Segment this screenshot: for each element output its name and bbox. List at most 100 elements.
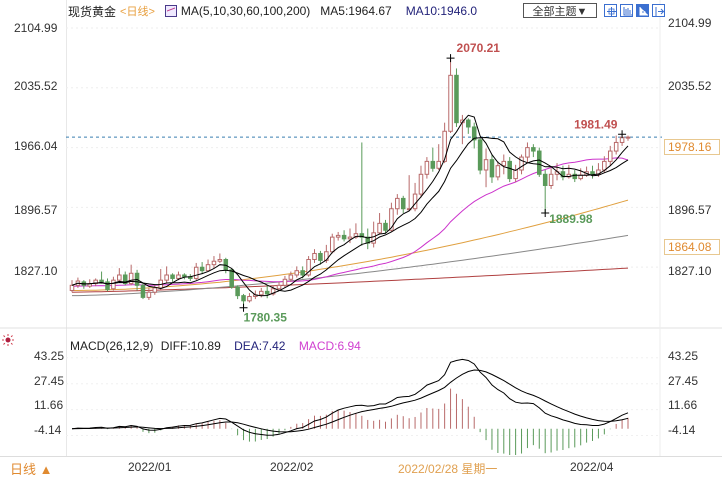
candle-down [537, 150, 542, 175]
low-annotation: 1780.35 [244, 311, 288, 325]
candle-down [383, 222, 388, 231]
high-annotation: 2070.21 [457, 41, 501, 55]
candle-up [513, 169, 518, 180]
candle-up [501, 160, 507, 167]
ma-label: MA(5,10,30,60,100,200) [180, 4, 311, 18]
ma100-tag: 1864.08 [664, 239, 720, 255]
candle-down [507, 160, 512, 180]
zoom-out-icon[interactable] [636, 4, 649, 17]
candle-down [122, 274, 128, 285]
x-tick: 2022/04 [570, 460, 614, 474]
macd-label: MACD(26,12,9) [70, 339, 154, 353]
macd-tick-left: 43.25 [34, 349, 65, 363]
candle-up [335, 234, 341, 238]
candle-up [448, 74, 453, 132]
candle-up [294, 270, 300, 276]
current-price-tag: 1978.16 [664, 139, 720, 155]
macd-tick-right: -4.14 [668, 423, 696, 437]
candle-down [235, 286, 240, 297]
y-tick-left: 2104.99 [14, 21, 58, 35]
candle-down [590, 171, 595, 175]
candle-down [182, 274, 187, 278]
candle-down [105, 281, 110, 291]
candle-up [259, 290, 264, 296]
candle-down [531, 147, 536, 152]
macd-tick-left: 11.66 [34, 398, 64, 412]
candle-down [430, 160, 436, 169]
y-tick-right: 1827.10 [668, 264, 712, 278]
candle-down [572, 173, 578, 180]
candle-up [371, 232, 376, 244]
ma10-line [71, 136, 629, 292]
candle-down [229, 269, 234, 288]
period-toggle[interactable]: 日线 ▲ [10, 462, 53, 477]
ma30-line [71, 157, 629, 287]
y-tick-left: 1966.04 [14, 139, 58, 153]
zoom-in-icon[interactable] [620, 4, 633, 17]
marker-cross [239, 303, 248, 312]
marker-cross [618, 130, 627, 139]
candle-up [424, 160, 430, 175]
candle-up [418, 173, 424, 195]
candle-up [128, 272, 134, 285]
candle-up [389, 208, 394, 231]
candle-up [329, 236, 335, 253]
ma5-line [71, 114, 629, 297]
candle-up [525, 147, 530, 158]
candle-down [341, 234, 347, 240]
ma-indicator-icon[interactable] [164, 5, 177, 17]
candle-down [359, 233, 365, 238]
candle-down [454, 74, 459, 124]
period-tag[interactable]: <日线> [120, 6, 155, 18]
candle-up [306, 259, 311, 276]
x-tick: 2022/02 [270, 460, 314, 474]
candle-down [471, 126, 477, 141]
ma100-line [72, 234, 629, 297]
candle-up [276, 284, 282, 290]
candle-up [436, 160, 441, 169]
y-tick-left: 1827.10 [14, 264, 58, 278]
marker-cross [446, 54, 455, 63]
crosshair-icon[interactable] [604, 4, 617, 17]
macd-tick-right: 11.66 [668, 398, 698, 412]
candle-up [607, 150, 613, 162]
candle-up [377, 222, 382, 234]
candle-up [211, 260, 217, 266]
macd-dea-line [71, 369, 629, 433]
macd-diff: DIFF:10.89 [160, 339, 221, 353]
candle-up [613, 141, 619, 152]
candle-up [412, 193, 418, 210]
y-tick-left: 2035.52 [14, 79, 58, 93]
candle-up [146, 291, 152, 298]
ma60-line [72, 199, 629, 291]
macd-tick-right: 27.45 [668, 374, 699, 388]
candle-up [519, 156, 524, 171]
candle-down [318, 252, 323, 261]
candle-down [466, 119, 471, 128]
x-tick: 2022/01 [128, 460, 172, 474]
x-tick-crosshair: 2022/02/28 星期一 [398, 462, 498, 476]
candle-down [477, 139, 483, 171]
candle-up [176, 274, 181, 279]
candle-up [270, 288, 276, 295]
candle-up [164, 274, 169, 281]
candle-up [625, 136, 631, 139]
scroll-right-icon[interactable] [652, 4, 665, 17]
macd-value: MACD:6.94 [298, 339, 361, 353]
candle-down [300, 270, 305, 276]
low2-annotation: 1889.98 [549, 212, 593, 226]
time-axis: 日线 ▲ 2022/01 2022/02 2022/02/28 星期一 2022… [0, 456, 722, 477]
candle-down [140, 284, 146, 298]
symbol-name: 现货黄金 [68, 4, 117, 19]
y-tick-right: 2104.99 [668, 16, 712, 30]
candle-up [193, 266, 199, 279]
indicator-settings-icon[interactable] [2, 334, 14, 346]
theme-select[interactable]: 全部主题▼ [523, 3, 597, 18]
y-tick-right: 2035.52 [668, 79, 712, 93]
chart-header: 现货黄金 <日线> MA(5,10,30,60,100,200) MA5:196… [68, 3, 477, 19]
candle-down [489, 159, 495, 178]
candle-down [542, 173, 548, 186]
candle-up [483, 159, 489, 171]
macd-dea: DEA:7.42 [234, 339, 286, 353]
